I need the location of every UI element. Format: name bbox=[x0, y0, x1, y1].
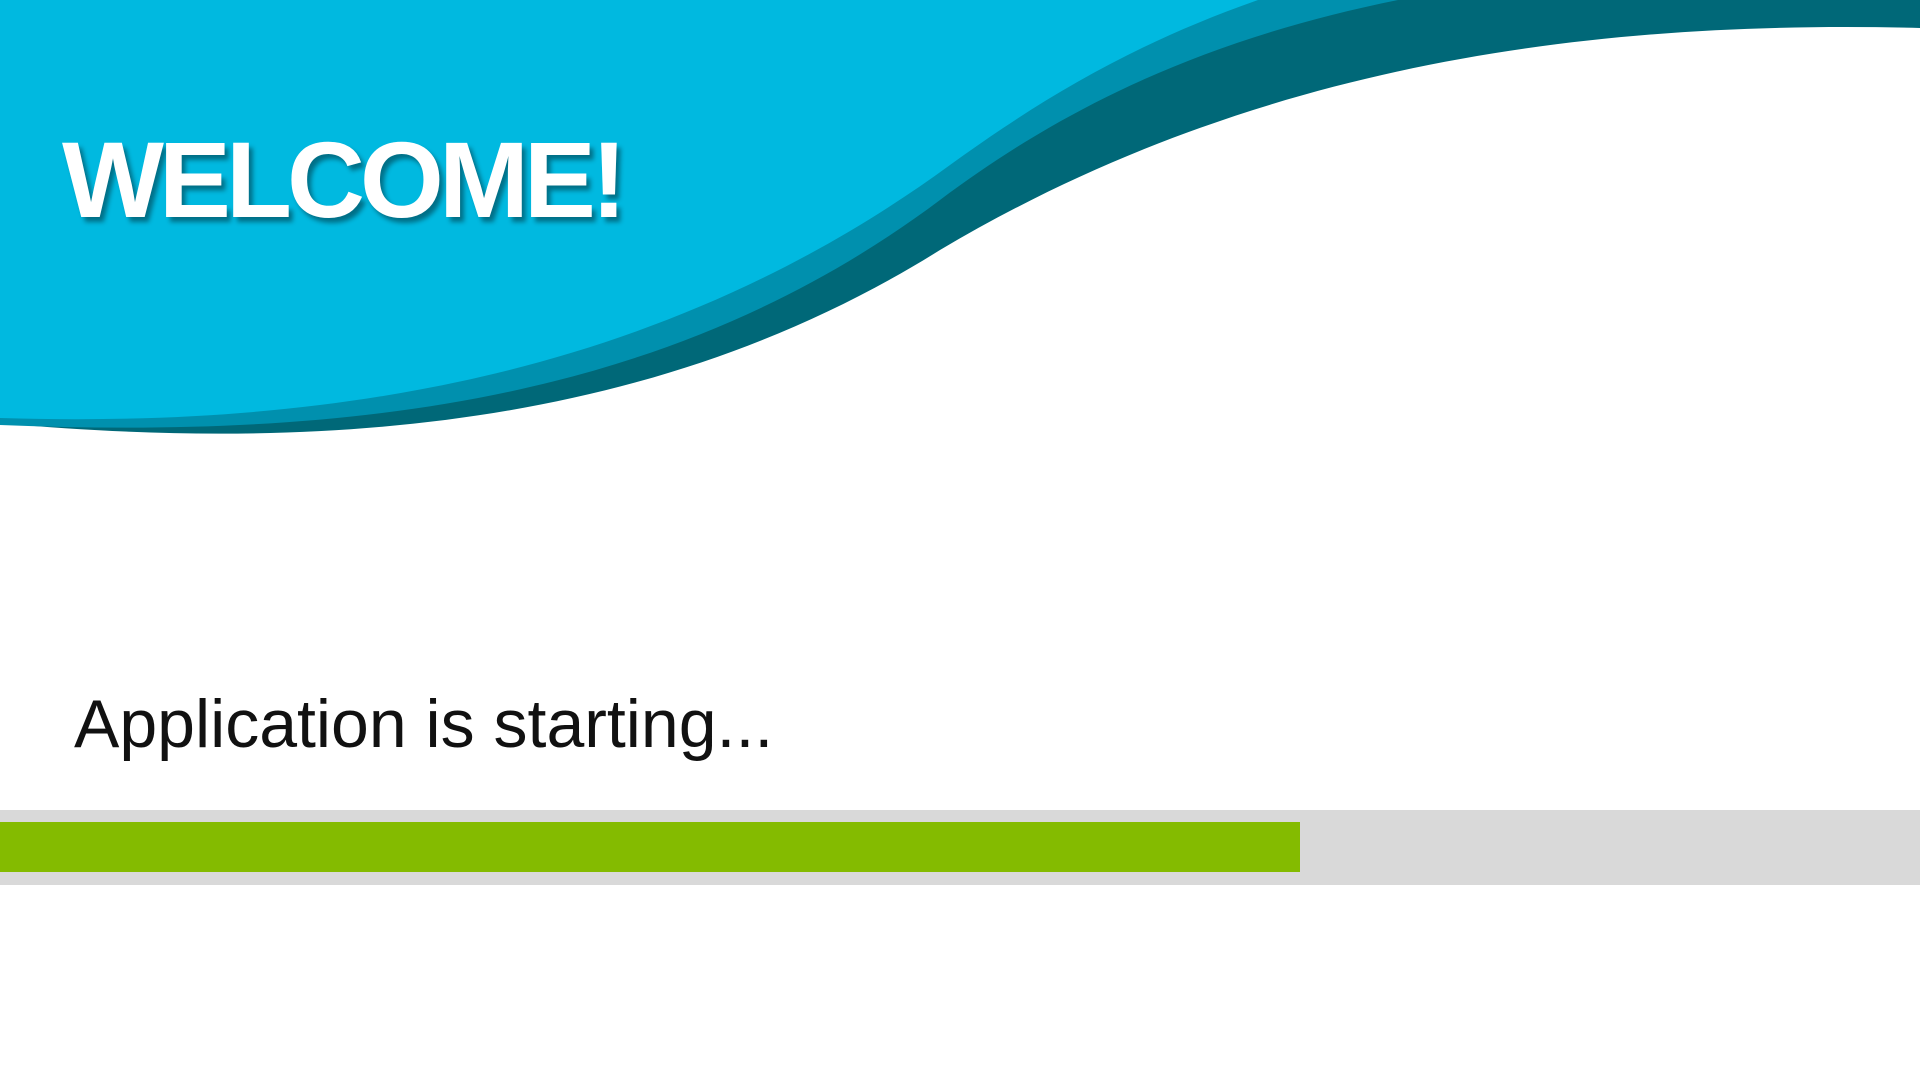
header-wave-graphic bbox=[0, 0, 1920, 434]
progress-bar bbox=[0, 810, 1920, 885]
status-text: Application is starting... bbox=[74, 686, 774, 762]
wave-primary-band bbox=[0, 0, 1258, 420]
welcome-title: WELCOME! bbox=[62, 119, 627, 240]
progress-bar-fill bbox=[0, 822, 1300, 872]
